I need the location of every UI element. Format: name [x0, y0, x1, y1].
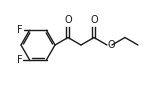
- Text: O: O: [64, 15, 72, 25]
- Text: F: F: [17, 55, 23, 65]
- Text: O: O: [90, 15, 98, 25]
- Text: F: F: [17, 25, 23, 35]
- Text: O: O: [108, 40, 116, 50]
